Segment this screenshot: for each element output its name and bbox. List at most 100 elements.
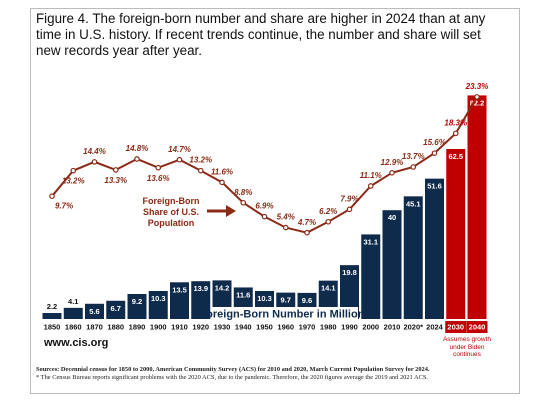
bar-label: 9.2 bbox=[132, 297, 142, 306]
bar bbox=[446, 149, 466, 319]
bar bbox=[42, 313, 62, 319]
bar-label: 9.7 bbox=[281, 296, 291, 305]
bar-label: 5.6 bbox=[89, 307, 99, 316]
arrow-head bbox=[226, 205, 236, 217]
share-label: 23.3% bbox=[465, 82, 489, 91]
x-tick-label: 1890 bbox=[129, 322, 146, 331]
share-label: 13.3% bbox=[104, 176, 127, 185]
bar-label: 82.2 bbox=[470, 98, 485, 107]
share-point bbox=[389, 170, 395, 176]
bar-label: 2.2 bbox=[47, 302, 57, 311]
axis-label-bg bbox=[212, 307, 358, 321]
share-label: 5.4% bbox=[277, 213, 295, 222]
share-label: 13.2% bbox=[189, 156, 212, 165]
share-point bbox=[176, 156, 183, 163]
bar bbox=[85, 303, 104, 319]
share-label: 13.6% bbox=[147, 174, 170, 183]
share-point bbox=[155, 164, 162, 171]
bar bbox=[403, 196, 423, 319]
bar-label: 19.8 bbox=[342, 268, 357, 277]
sources: Sources: Decennial census for 1850 to 20… bbox=[36, 366, 516, 382]
bar bbox=[127, 293, 147, 319]
bar bbox=[425, 178, 444, 319]
share-point bbox=[219, 179, 225, 186]
sources-text: Sources: Decennial census for 1850 to 20… bbox=[36, 366, 430, 373]
share-label: 9.7% bbox=[55, 201, 73, 210]
x-tick-label: 1850 bbox=[44, 322, 61, 331]
share-label: 18.3% bbox=[444, 119, 467, 128]
bar-label: 31.1 bbox=[363, 237, 378, 246]
x-tick-label: 1970 bbox=[299, 322, 316, 331]
share-label: 14.8% bbox=[126, 144, 149, 153]
bar bbox=[191, 281, 211, 319]
x-tick-label: 1960 bbox=[277, 322, 294, 331]
x-tick-label: 2010 bbox=[384, 322, 401, 331]
share-point bbox=[325, 218, 332, 225]
share-point bbox=[367, 183, 374, 189]
bar-label: 9.6 bbox=[302, 296, 312, 305]
website: www.cis.org bbox=[44, 337, 109, 349]
share-point bbox=[112, 167, 119, 173]
x-tick-label: 2000 bbox=[362, 322, 379, 331]
bar-label: 13.5 bbox=[172, 285, 187, 294]
bar bbox=[382, 210, 402, 319]
bar bbox=[63, 307, 83, 319]
share-point bbox=[197, 167, 204, 174]
share-label: 11.1% bbox=[360, 171, 382, 180]
share-point bbox=[452, 130, 459, 137]
bar-label: 4.1 bbox=[68, 297, 78, 306]
bar-label: 11.6 bbox=[236, 290, 250, 299]
share-label: 15.6% bbox=[423, 138, 446, 147]
bar-label: 45.1 bbox=[406, 199, 421, 208]
share-label: 6.2% bbox=[319, 207, 337, 216]
share-label: 14.7% bbox=[168, 145, 191, 154]
share-point bbox=[240, 199, 247, 206]
share-label: 8.8% bbox=[234, 188, 252, 197]
bar-label: 10.3 bbox=[151, 294, 166, 303]
x-tick-label: 1880 bbox=[107, 322, 124, 331]
share-label: 11.6% bbox=[211, 167, 233, 176]
x-tick-label: 1910 bbox=[171, 322, 188, 331]
bar-label: 62.5 bbox=[448, 152, 463, 161]
bar bbox=[170, 282, 189, 319]
x-tick-label: 1980 bbox=[320, 322, 337, 331]
x-tick-label: 2030 bbox=[447, 322, 464, 331]
bar-label: 14.1 bbox=[321, 284, 336, 293]
footnote: * The Census Bureau reports significant … bbox=[36, 374, 428, 381]
share-point bbox=[282, 224, 289, 231]
share-label: 7.9% bbox=[340, 194, 358, 203]
bar-label: 51.6 bbox=[427, 182, 442, 191]
axis-label: Foreign-Born Number in Millions bbox=[199, 308, 370, 320]
share-point bbox=[261, 213, 268, 220]
x-tick-label: 2024 bbox=[426, 322, 444, 331]
x-tick-label: 1940 bbox=[235, 322, 252, 331]
share-point bbox=[49, 193, 55, 199]
x-tick-label: 1870 bbox=[86, 322, 103, 331]
bar-label: 6.7 bbox=[111, 304, 121, 313]
share-point bbox=[134, 156, 140, 162]
share-point bbox=[304, 229, 310, 236]
projection-note: Assumes growth under Biden continues bbox=[442, 336, 492, 358]
x-tick-label: 1860 bbox=[65, 322, 82, 331]
x-tick-label: 2020* bbox=[403, 322, 423, 331]
projection-box bbox=[445, 321, 467, 333]
x-tick-label: 1900 bbox=[150, 322, 167, 331]
chart-title: Figure 4. The foreign-born number and sh… bbox=[36, 11, 486, 58]
share-label: 6.9% bbox=[255, 202, 273, 211]
share-label: 14.4% bbox=[83, 147, 106, 156]
bar bbox=[148, 290, 168, 319]
share-point bbox=[474, 94, 480, 100]
share-point bbox=[91, 159, 98, 165]
x-tick-label: 1990 bbox=[341, 322, 358, 331]
share-point bbox=[410, 164, 417, 170]
bar-label: 14.2 bbox=[215, 283, 230, 292]
share-point bbox=[346, 206, 353, 213]
frame bbox=[30, 8, 520, 394]
bar-label: 10.3 bbox=[257, 294, 272, 303]
x-tick-label: 1950 bbox=[256, 322, 273, 331]
share-point bbox=[70, 167, 77, 174]
share-label: 13.2% bbox=[62, 177, 85, 186]
bar-label: 13.9 bbox=[193, 284, 208, 293]
